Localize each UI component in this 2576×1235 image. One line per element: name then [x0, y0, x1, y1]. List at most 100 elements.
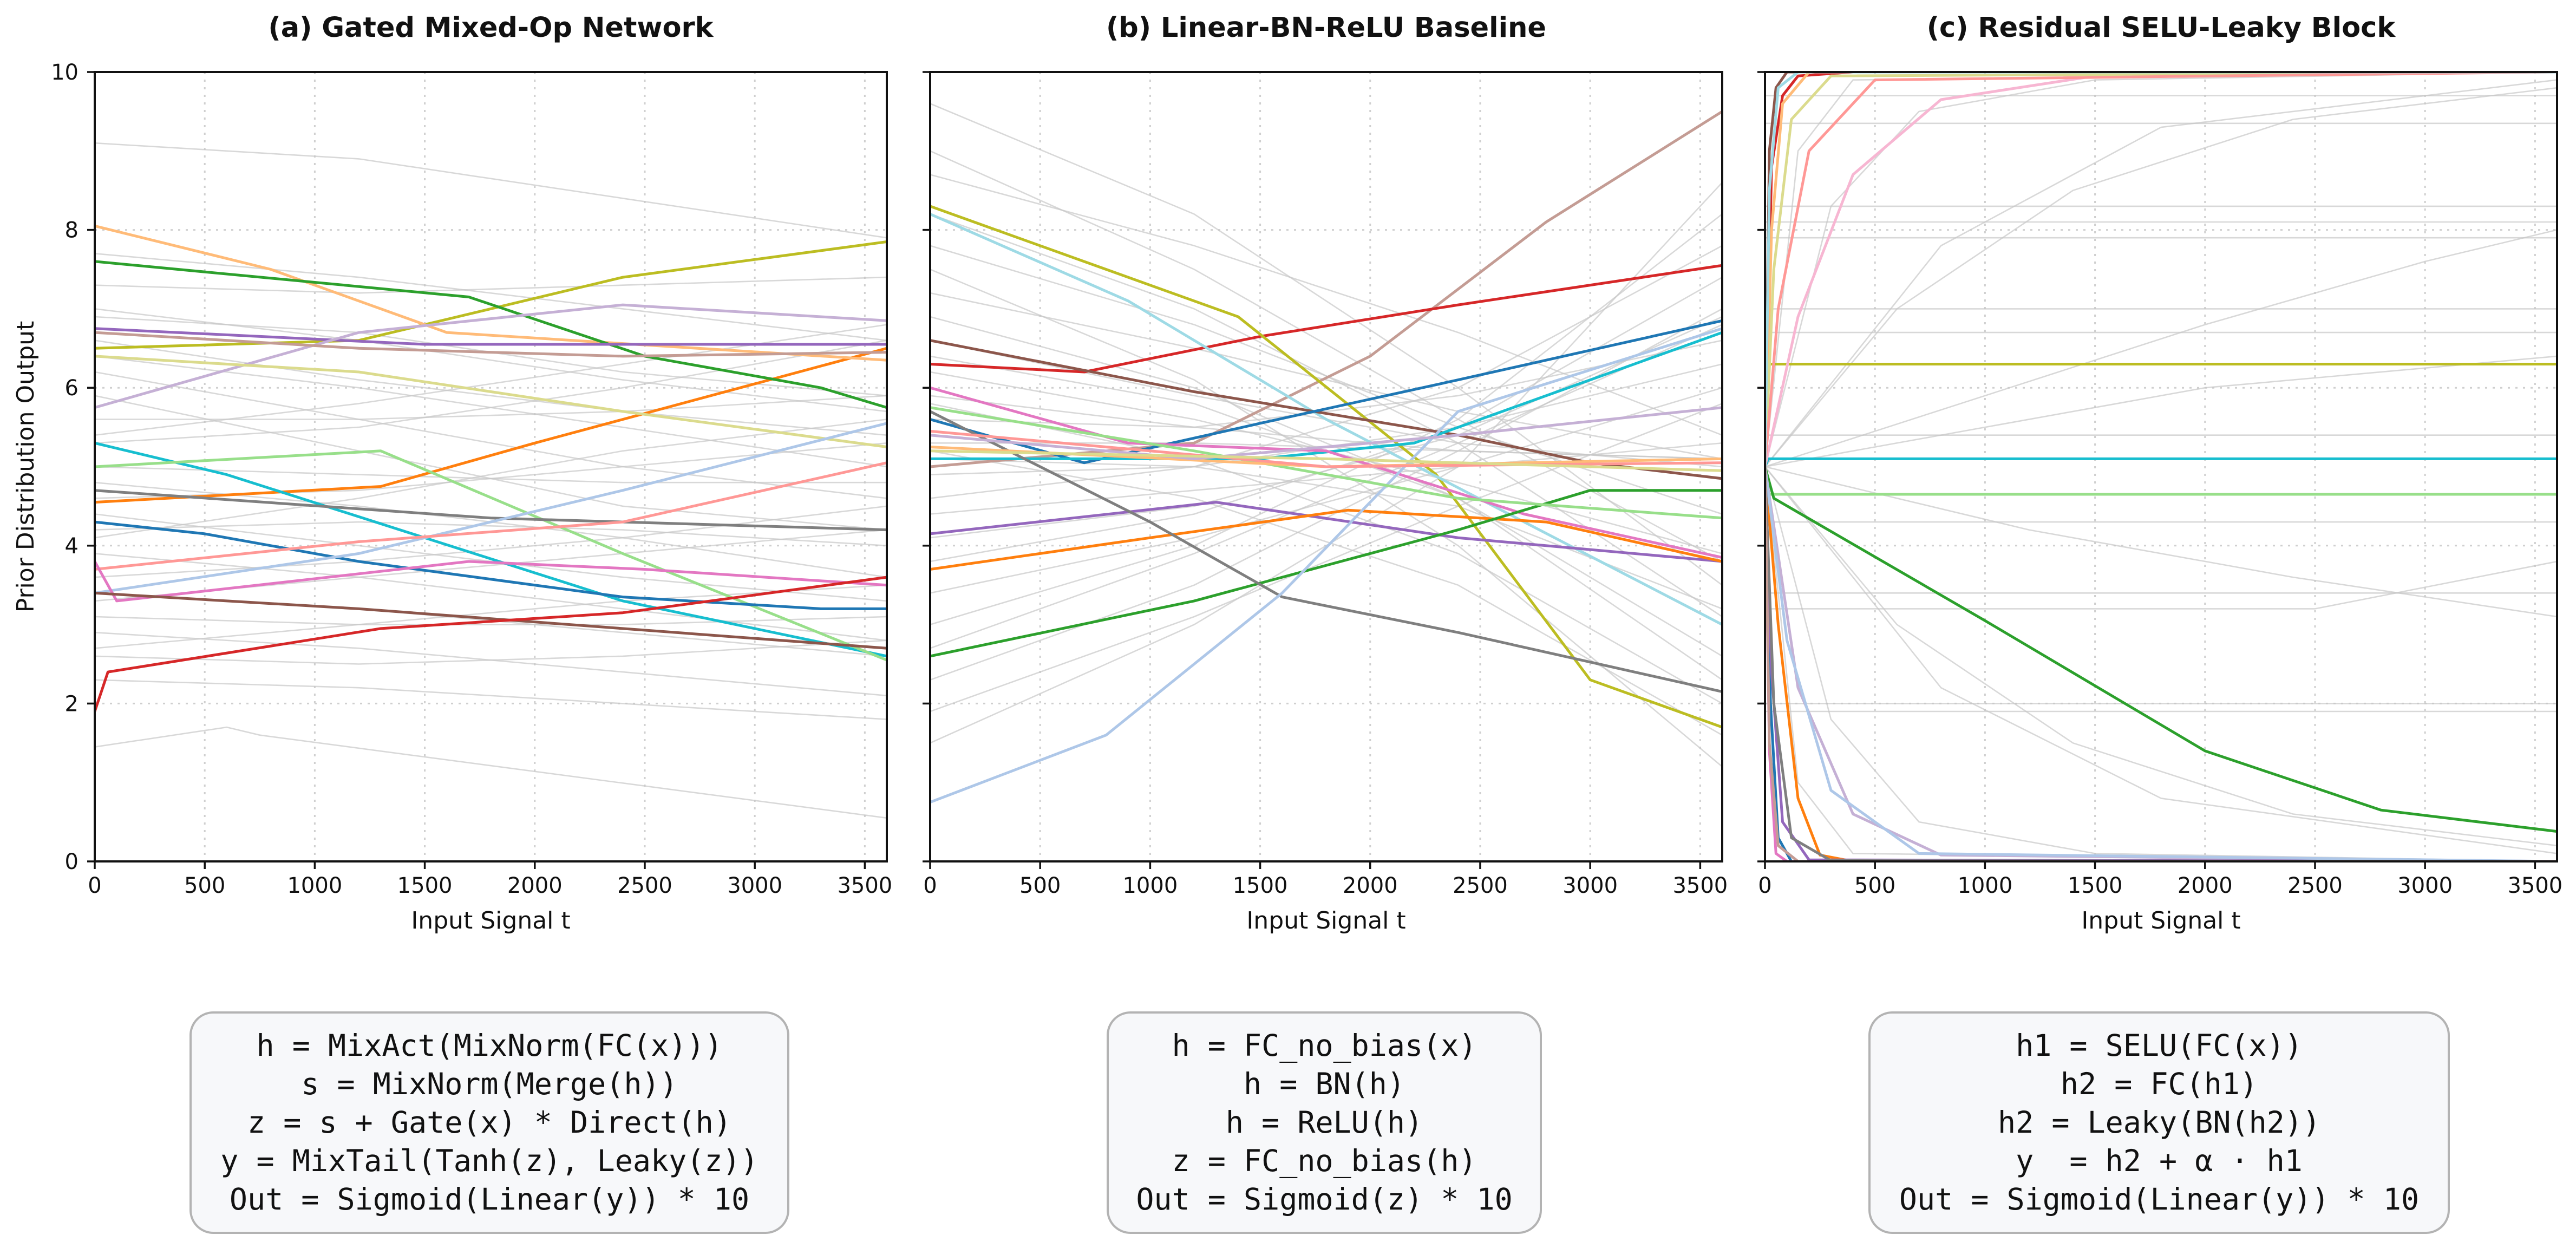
series-line — [930, 319, 1722, 465]
background-line — [1765, 79, 2557, 467]
x-tick-label: 2500 — [2287, 873, 2343, 898]
y-tick-label: 2 — [65, 691, 79, 716]
background-line — [95, 639, 887, 665]
panel-title: (a) Gated Mixed-Op Network — [268, 12, 714, 44]
series-line — [930, 331, 1722, 460]
background-line — [930, 213, 1722, 618]
series-line — [1765, 465, 2557, 861]
x-tick-label: 0 — [1758, 873, 1771, 898]
series-line — [95, 240, 887, 350]
background-line — [95, 339, 887, 436]
series-line — [930, 429, 1722, 468]
series-line — [930, 406, 1722, 520]
series-line — [930, 508, 1722, 571]
series-line — [95, 224, 887, 362]
background-line — [1765, 466, 2557, 854]
x-tick-label: 500 — [1019, 873, 1061, 898]
background-line — [95, 419, 887, 539]
formula-line: h = ReLU(h) — [1225, 1105, 1423, 1140]
background-line — [1765, 355, 2557, 468]
background-line — [930, 387, 1722, 594]
series-line — [95, 576, 887, 713]
background-line — [95, 308, 887, 413]
plot-frame — [1764, 71, 2558, 862]
background-line — [930, 213, 1722, 625]
background-line — [95, 355, 887, 468]
x-tick-label: 1000 — [1957, 873, 2012, 898]
series-line — [95, 461, 887, 571]
background-line — [930, 182, 1722, 744]
series-line — [95, 560, 887, 603]
series-line — [1765, 465, 2557, 861]
y-tick-label: 8 — [65, 218, 79, 243]
x-tick-label: 2000 — [1343, 873, 1398, 898]
background-line — [1765, 229, 2557, 468]
series-line — [1765, 465, 2557, 861]
background-line — [1765, 72, 2557, 467]
background-line — [930, 150, 1722, 563]
chart-panel-1: 0 500 1000 1500 2000 2500 3000 3500 0 2 4 6 8 10 (a) G… — [12, 12, 892, 935]
series-line — [1765, 72, 2557, 468]
background-line — [95, 584, 887, 649]
series-line — [930, 205, 1722, 729]
series-line — [95, 303, 887, 409]
background-line — [95, 553, 887, 642]
series-line — [1765, 465, 2557, 861]
series-line — [1765, 72, 2557, 468]
background-line — [95, 631, 887, 697]
formula-line: y = MixTail(Tanh(z), Leaky(z)) — [220, 1143, 759, 1178]
plot-frame — [94, 71, 888, 862]
series-line — [1765, 72, 2557, 468]
x-tick-label: 2500 — [1453, 873, 1508, 898]
series-line — [930, 449, 1722, 472]
series-line — [95, 591, 887, 650]
background-line — [930, 245, 1722, 515]
formula-line: z = FC_no_bias(h) — [1172, 1143, 1477, 1178]
formula-line: h1 = SELU(FC(x)) — [2016, 1028, 2303, 1063]
x-tick-label: 3000 — [1562, 873, 1618, 898]
series-line — [1765, 465, 2557, 861]
background-line — [930, 403, 1722, 704]
panel-title: (b) Linear-BN-ReLU Baseline — [1106, 12, 1546, 44]
background-line — [95, 726, 887, 819]
series-line — [1765, 72, 2557, 468]
series-line — [1765, 465, 2557, 861]
background-line — [95, 616, 887, 625]
x-tick-label: 2500 — [617, 873, 672, 898]
panel-title: (c) Residual SELU-Leaky Block — [1927, 12, 2396, 44]
formula-line: s = MixNorm(Merge(h)) — [301, 1067, 678, 1101]
background-line — [930, 403, 1722, 713]
background-line — [95, 253, 887, 341]
x-tick-label: 3500 — [2507, 873, 2562, 898]
background-line — [1765, 466, 2557, 861]
x-tick-label: 1500 — [397, 873, 453, 898]
series-line — [1765, 72, 2557, 468]
series-line — [1765, 72, 2557, 468]
x-tick-label: 500 — [1854, 873, 1895, 898]
formula-line: h = FC_no_bias(x) — [1172, 1028, 1477, 1063]
x-tick-label: 0 — [923, 873, 937, 898]
background-line — [930, 292, 1722, 460]
x-tick-label: 1000 — [1122, 873, 1178, 898]
series-line — [95, 489, 887, 532]
background-line — [1765, 466, 2557, 618]
formula-line: h = MixAct(MixNorm(FC(x))) — [256, 1028, 723, 1063]
y-tick-label: 10 — [51, 60, 79, 85]
background-line — [1765, 466, 2557, 861]
series-line — [1765, 363, 2557, 468]
x-tick-label: 2000 — [2178, 873, 2233, 898]
series-line — [1765, 465, 2557, 861]
formula-box: h = MixAct(MixNorm(FC(x))) s = MixNorm(Me… — [189, 1011, 789, 1234]
background-line — [95, 276, 887, 294]
series-line — [930, 386, 1722, 559]
x-axis-label: Input Signal t — [411, 907, 570, 935]
x-tick-label: 1500 — [1233, 873, 1288, 898]
series-line — [1765, 457, 2557, 468]
formula-box: h = FC_no_bias(x) h = BN(h) h = ReLU(h) z =… — [1107, 1011, 1542, 1234]
background-line — [1765, 466, 2557, 847]
x-tick-label: 3500 — [837, 873, 892, 898]
formula-line: z = s + Gate(x) * Direct(h) — [247, 1105, 732, 1140]
x-tick-label: 1500 — [2068, 873, 2123, 898]
series-line — [930, 264, 1722, 374]
background-line — [930, 103, 1722, 586]
